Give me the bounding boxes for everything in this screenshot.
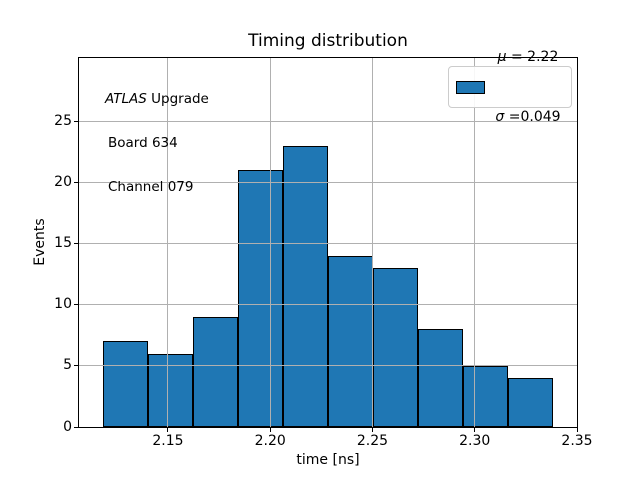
annotation-channel: Channel 079 <box>108 178 194 195</box>
annotation-board: Board 634 <box>108 134 178 151</box>
y-tick-mark <box>74 365 78 367</box>
sigma-symbol: σ <box>495 109 505 125</box>
legend-swatch <box>456 80 485 94</box>
x-tick-mark <box>167 428 169 432</box>
histogram-bar <box>328 255 374 427</box>
x-tick-label: 2.20 <box>254 433 286 449</box>
legend: μ = 2.22 σ =0.049 <box>448 49 572 125</box>
x-tick-label: 2.35 <box>561 433 593 449</box>
y-tick-label: 15 <box>54 235 72 252</box>
x-tick-label: 2.30 <box>459 433 491 449</box>
annotation-line-1: ATLAS Upgrade <box>105 92 209 107</box>
annotation-upgrade-text: Upgrade <box>146 91 209 108</box>
histogram-bar <box>508 378 554 427</box>
gridline-horizontal <box>79 365 577 367</box>
x-tick-label: 2.25 <box>356 433 389 449</box>
histogram-bar <box>238 170 284 427</box>
y-tick-label: 10 <box>54 296 72 313</box>
x-tick-label: 2.15 <box>152 433 184 449</box>
x-axis-label: time [ns] <box>296 452 360 468</box>
gridline-horizontal <box>79 121 577 123</box>
y-tick-label: 0 <box>63 418 72 435</box>
legend-line-mu: μ = 2.22 <box>485 47 571 67</box>
y-tick-mark <box>74 243 78 245</box>
gridline-vertical <box>371 58 373 427</box>
gridline-horizontal <box>79 304 577 306</box>
sigma-value: =0.049 <box>504 109 561 125</box>
histogram-bar <box>373 268 419 427</box>
mu-symbol: μ <box>497 49 507 65</box>
x-tick-mark <box>269 428 271 432</box>
annotation-experiment-name: ATLAS <box>105 91 147 108</box>
annotation-block: ATLAS Upgrade Board 634 Channel 079 <box>105 63 209 224</box>
gridline-horizontal <box>79 182 577 184</box>
gridline-horizontal <box>79 243 577 245</box>
histogram-bar <box>103 341 149 427</box>
y-tick-label: 25 <box>54 113 72 130</box>
x-tick-mark <box>576 428 578 432</box>
histogram-bar <box>283 145 329 427</box>
x-tick-mark <box>474 428 476 432</box>
mu-value: = 2.22 <box>506 49 559 65</box>
histogram-bar <box>463 365 509 427</box>
plot-area: ATLAS Upgrade Board 634 Channel 079 μ = … <box>78 49 578 428</box>
gridline-vertical <box>474 58 476 427</box>
histogram-bar <box>418 329 464 427</box>
y-tick-mark <box>74 121 78 123</box>
x-tick-mark <box>371 428 373 432</box>
y-tick-label: 5 <box>63 357 72 374</box>
legend-text: μ = 2.22 σ =0.049 <box>485 7 571 167</box>
legend-line-sigma: σ =0.049 <box>485 107 571 127</box>
histogram-bar <box>193 317 239 427</box>
chart-title: Timing distribution <box>248 31 408 51</box>
gridline-vertical <box>167 58 169 427</box>
y-tick-mark <box>74 182 78 184</box>
y-tick-mark <box>74 304 78 306</box>
y-tick-label: 20 <box>54 174 72 191</box>
y-tick-mark <box>74 426 78 428</box>
gridline-vertical <box>269 58 271 427</box>
